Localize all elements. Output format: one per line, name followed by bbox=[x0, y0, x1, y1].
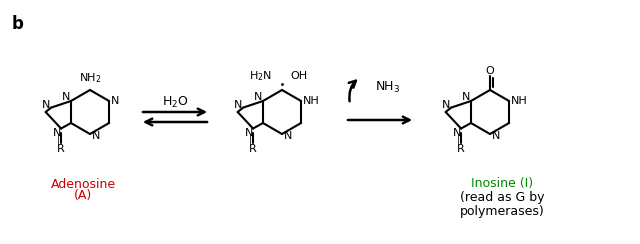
Text: |: | bbox=[456, 135, 460, 144]
Text: polymerases): polymerases) bbox=[460, 204, 545, 217]
Text: NH$_3$: NH$_3$ bbox=[376, 80, 401, 95]
Text: H$_2$O: H$_2$O bbox=[162, 94, 188, 110]
Text: (A): (A) bbox=[74, 190, 92, 203]
Text: OH: OH bbox=[290, 71, 307, 81]
Text: N: N bbox=[234, 100, 243, 110]
Text: NH$_2$: NH$_2$ bbox=[79, 71, 101, 85]
Text: N: N bbox=[253, 92, 262, 102]
Text: Adenosine: Adenosine bbox=[51, 179, 116, 192]
Text: NH: NH bbox=[511, 96, 527, 106]
Text: Inosine (I): Inosine (I) bbox=[471, 176, 533, 190]
Text: N: N bbox=[461, 92, 470, 102]
Text: |: | bbox=[248, 135, 252, 144]
Text: R: R bbox=[249, 143, 257, 153]
Text: R: R bbox=[457, 143, 465, 153]
Text: NH: NH bbox=[303, 96, 319, 106]
Text: N: N bbox=[42, 100, 51, 110]
Text: N: N bbox=[111, 96, 119, 106]
Text: (read as G by: (read as G by bbox=[460, 192, 544, 204]
Text: H$_2$N: H$_2$N bbox=[249, 69, 272, 83]
Text: O: O bbox=[486, 66, 494, 76]
Text: N: N bbox=[492, 131, 500, 141]
Text: N: N bbox=[61, 92, 70, 102]
Text: N: N bbox=[53, 128, 61, 138]
Text: N: N bbox=[284, 131, 292, 141]
Text: |: | bbox=[56, 135, 60, 144]
Text: N: N bbox=[92, 131, 100, 141]
Text: N: N bbox=[442, 100, 451, 110]
Text: N: N bbox=[453, 128, 461, 138]
Text: R: R bbox=[57, 143, 65, 153]
Text: N: N bbox=[245, 128, 253, 138]
Text: b: b bbox=[12, 15, 24, 33]
